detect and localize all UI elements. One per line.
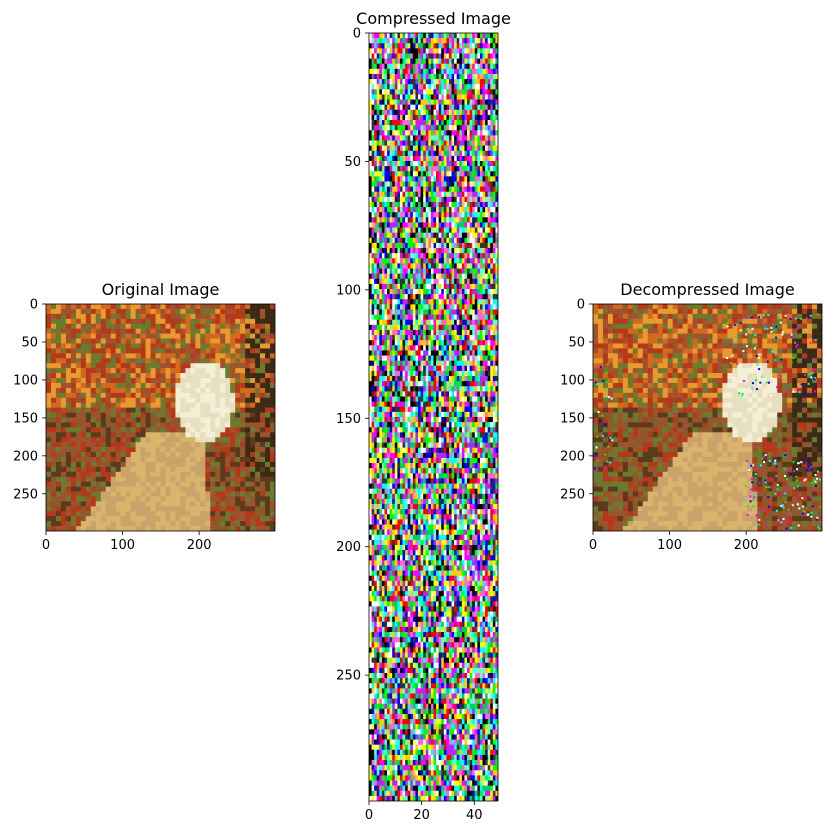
y-tick-label: 50 bbox=[344, 155, 361, 170]
x-tick-label: 200 bbox=[734, 538, 759, 553]
y-tick-label: 200 bbox=[560, 449, 585, 464]
y-tick-label: 200 bbox=[13, 449, 38, 464]
original-image-panel: Original Image 0 100 200 0 50 100 150 200 250 bbox=[13, 280, 276, 553]
y-tick-label: 150 bbox=[13, 411, 38, 426]
original-image-pixels bbox=[46, 304, 275, 531]
decompressed-image-title: Decompressed Image bbox=[620, 280, 794, 299]
x-tick-label: 20 bbox=[413, 808, 430, 823]
y-tick-label: 50 bbox=[568, 335, 585, 350]
compressed-image-frame bbox=[368, 32, 499, 802]
y-tick-label: 100 bbox=[336, 283, 361, 298]
x-tick-label: 0 bbox=[589, 538, 597, 553]
y-tick-label: 150 bbox=[560, 411, 585, 426]
x-tick-label: 40 bbox=[466, 808, 483, 823]
x-tick-label: 200 bbox=[187, 538, 212, 553]
y-tick-label: 50 bbox=[21, 335, 38, 350]
x-tick-label: 0 bbox=[42, 538, 50, 553]
y-tick-label: 0 bbox=[577, 298, 585, 313]
y-tick-label: 250 bbox=[560, 487, 585, 502]
x-tick-label: 0 bbox=[365, 808, 373, 823]
y-tick-label: 0 bbox=[30, 298, 38, 313]
y-tick-label: 250 bbox=[336, 669, 361, 684]
y-tick-label: 100 bbox=[560, 373, 585, 388]
y-tick-label: 200 bbox=[336, 540, 361, 555]
x-tick-label: 100 bbox=[657, 538, 682, 553]
compressed-image-pixels bbox=[369, 33, 498, 801]
decompressed-image-pixels bbox=[593, 304, 822, 531]
original-image-title: Original Image bbox=[102, 280, 220, 299]
compressed-image-title: Compressed Image bbox=[356, 9, 511, 28]
decompressed-image-panel: Decompressed Image 0 100 200 0 50 100 150 200 250 bbox=[560, 280, 823, 553]
x-tick-label: 100 bbox=[110, 538, 135, 553]
y-tick-label: 100 bbox=[13, 373, 38, 388]
y-tick-label: 150 bbox=[336, 412, 361, 427]
y-tick-label: 250 bbox=[13, 487, 38, 502]
y-tick-label: 0 bbox=[353, 27, 361, 42]
